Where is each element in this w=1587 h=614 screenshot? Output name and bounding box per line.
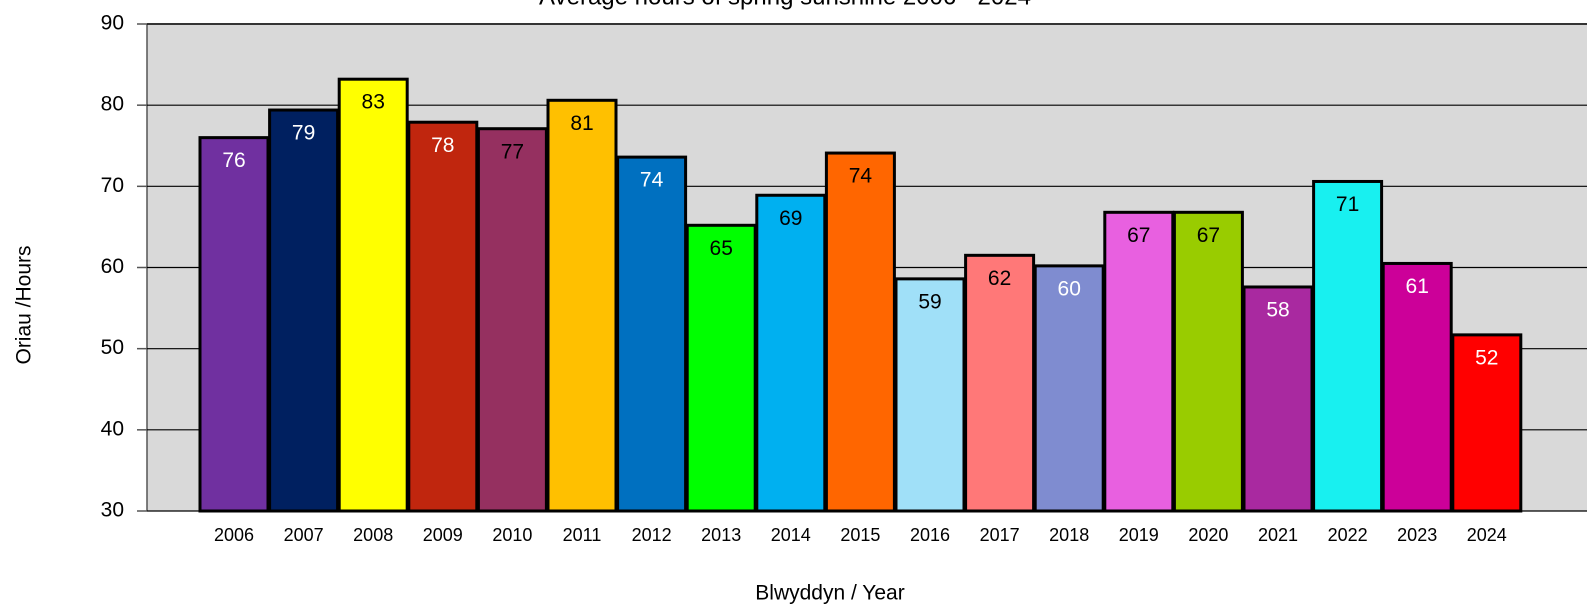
x-tick-label: 2011 [563, 525, 602, 545]
bar [1451, 333, 1523, 513]
bar [964, 253, 1036, 513]
bar [1312, 179, 1384, 513]
value-label: 74 [849, 165, 873, 188]
value-label: 52 [1475, 346, 1498, 369]
value-label: 69 [779, 207, 802, 230]
y-axis-title: Oriau /Hours [13, 245, 36, 364]
value-label: 81 [570, 112, 593, 135]
x-tick-label: 2018 [1049, 525, 1089, 545]
value-label: 83 [362, 91, 385, 114]
y-tick-label: 30 [101, 499, 124, 522]
bar [546, 98, 618, 513]
value-label: 58 [1266, 299, 1289, 322]
bar [337, 77, 409, 513]
bar [407, 120, 479, 513]
value-label: 59 [918, 290, 941, 313]
value-label: 65 [710, 237, 733, 260]
y-tick-label: 80 [101, 93, 124, 116]
x-tick-label: 2023 [1397, 525, 1437, 545]
x-tick-label: 2013 [701, 525, 741, 545]
value-label: 62 [988, 267, 1011, 290]
value-label: 60 [1058, 277, 1081, 300]
x-tick-label: 2020 [1188, 525, 1228, 545]
value-label: 71 [1336, 193, 1359, 216]
value-label: 67 [1197, 224, 1220, 247]
value-label: 61 [1406, 275, 1429, 298]
y-tick-label: 50 [101, 336, 124, 359]
y-tick-label: 40 [101, 417, 124, 440]
y-tick-label: 70 [101, 174, 124, 197]
bar [1381, 261, 1453, 513]
value-label: 78 [431, 134, 454, 157]
y-tick-label: 60 [101, 255, 124, 278]
y-tick-label: 90 [101, 12, 124, 35]
chart-title: Average hours of spring sunshine 2006 - … [539, 0, 1031, 10]
bar [685, 223, 757, 513]
x-tick-label: 2007 [284, 525, 324, 545]
bar [824, 151, 896, 513]
bar [1033, 264, 1105, 513]
x-tick-label: 2019 [1119, 525, 1159, 545]
x-tick-label: 2015 [840, 525, 880, 545]
bar [268, 108, 340, 513]
bar [894, 277, 966, 513]
x-tick-label: 2009 [423, 525, 463, 545]
x-tick-label: 2024 [1467, 525, 1507, 545]
x-axis-title: Blwyddyn / Year [755, 582, 904, 605]
value-label: 76 [222, 149, 245, 172]
bar [1103, 210, 1175, 513]
x-tick-label: 2022 [1328, 525, 1368, 545]
x-tick-label: 2014 [771, 525, 811, 545]
x-tick-label: 2010 [492, 525, 532, 545]
bar [198, 136, 270, 513]
x-tick-label: 2017 [980, 525, 1020, 545]
bar [1242, 285, 1314, 513]
value-label: 74 [640, 169, 664, 192]
bar [476, 127, 548, 513]
bar [755, 193, 827, 513]
bar [1172, 210, 1244, 513]
value-label: 67 [1127, 224, 1150, 247]
x-tick-label: 2021 [1258, 525, 1298, 545]
value-label: 79 [292, 122, 315, 145]
x-tick-label: 2008 [353, 525, 393, 545]
x-tick-label: 2006 [214, 525, 254, 545]
value-label: 77 [501, 140, 524, 163]
x-tick-label: 2012 [632, 525, 672, 545]
x-tick-label: 2016 [910, 525, 950, 545]
bar [616, 155, 688, 513]
